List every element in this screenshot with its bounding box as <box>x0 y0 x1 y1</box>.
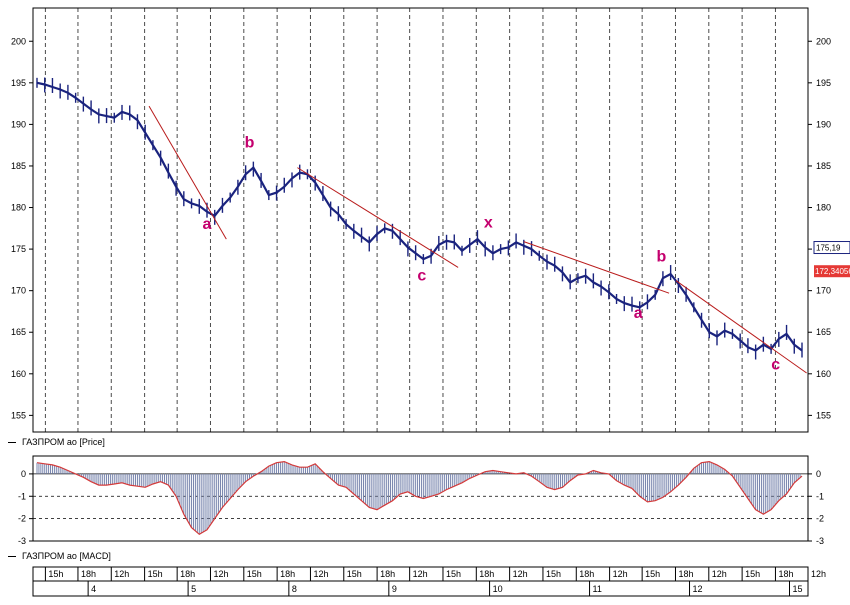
macd-signal-line <box>36 460 803 536</box>
time-axis-label: 18h <box>81 569 96 579</box>
price-legend: ГАЗПРОМ ао [Price] <box>8 437 105 447</box>
macd-panel-frame <box>32 455 809 542</box>
time-axis-label: 18h <box>579 569 594 579</box>
price-ytick-label-right: 200 <box>816 36 831 46</box>
time-axis-label: 15h <box>148 569 163 579</box>
time-axis-label: 12h <box>712 569 727 579</box>
wave-label: a <box>203 216 212 233</box>
time-axis-label: 15h <box>446 569 461 579</box>
price-ytick-label-left: 200 <box>11 36 26 46</box>
day-axis-label: 8 <box>292 584 297 594</box>
macd-ytick-label-right: -2 <box>816 514 824 524</box>
time-axis-label: 12h <box>413 569 428 579</box>
time-axis-label: 18h <box>678 569 693 579</box>
macd-ytick-label-left: 0 <box>21 469 26 479</box>
time-axis-label: 12h <box>313 569 328 579</box>
day-axis-label: 4 <box>91 584 96 594</box>
wave-label: b <box>245 135 255 152</box>
day-axis-label: 11 <box>593 584 602 594</box>
wave-label: c <box>771 357 780 374</box>
current-price-tag <box>814 265 850 278</box>
day-axis-label: 5 <box>191 584 196 594</box>
time-axis-label: 12h <box>811 569 826 579</box>
time-axis-label: 15h <box>745 569 760 579</box>
price-ytick-label-left: 155 <box>11 410 26 420</box>
trendline <box>523 241 670 294</box>
wave-label: a <box>634 305 643 322</box>
time-axis-label: 15h <box>546 569 561 579</box>
trendline <box>297 167 459 268</box>
last-price-tag <box>813 241 850 255</box>
time-axis-label: 18h <box>180 569 195 579</box>
price-ytick-label-left: 190 <box>11 119 26 129</box>
macd-ytick-label-left: -1 <box>18 491 26 501</box>
time-axis-label: 15h <box>347 569 362 579</box>
price-ytick-label-right: 190 <box>816 119 831 129</box>
price-ytick-label-left: 160 <box>11 369 26 379</box>
day-axis-label: 10 <box>493 584 503 594</box>
time-axis-label: 18h <box>479 569 494 579</box>
price-ytick-label-right: 180 <box>816 203 831 213</box>
time-axis-label: 12h <box>114 569 129 579</box>
last-price-value: 175,19 <box>816 244 841 253</box>
day-axis-label: 15 <box>793 584 803 594</box>
macd-ytick-label-right: 0 <box>816 469 821 479</box>
wave-label: b <box>656 249 666 266</box>
price-line <box>36 81 803 352</box>
time-axis-label: 18h <box>778 569 793 579</box>
price-legend-label: ГАЗПРОМ ао [Price] <box>22 437 105 447</box>
time-axis-label: 15h <box>48 569 63 579</box>
macd-legend: ГАЗПРОМ ао [MACD] <box>8 551 111 561</box>
price-ytick-label-left: 175 <box>11 244 26 254</box>
price-ytick-label-right: 160 <box>816 369 831 379</box>
time-axis-label: 18h <box>280 569 295 579</box>
wave-label: x <box>484 214 493 231</box>
macd-ytick-label-right: -3 <box>816 536 824 546</box>
price-ytick-label-left: 165 <box>11 327 26 337</box>
day-axis-label: 9 <box>392 584 397 594</box>
wave-label: c <box>417 268 426 285</box>
price-ytick-label-left: 185 <box>11 161 26 171</box>
price-ytick-label-right: 185 <box>816 161 831 171</box>
macd-ytick-label-left: -3 <box>18 536 26 546</box>
price-ytick-label-right: 165 <box>816 327 831 337</box>
trendline <box>148 105 227 240</box>
current-price-value: 172,34056 <box>815 267 850 276</box>
trendline <box>675 280 807 374</box>
time-axis-label: 12h <box>213 569 228 579</box>
price-ytick-label-left: 180 <box>11 203 26 213</box>
day-axis-label: 12 <box>693 584 703 594</box>
macd-legend-swatch <box>8 555 16 557</box>
time-axis-label: 12h <box>513 569 528 579</box>
time-axis-label: 12h <box>613 569 628 579</box>
macd-ytick-label-left: -2 <box>18 514 26 524</box>
price-ytick-label-left: 195 <box>11 78 26 88</box>
time-axis-label: 15h <box>645 569 660 579</box>
price-ytick-label-right: 170 <box>816 286 831 296</box>
time-axis-label: 15h <box>247 569 262 579</box>
price-panel-frame <box>32 7 809 433</box>
time-axis-label: 18h <box>380 569 395 579</box>
price-legend-swatch <box>8 441 16 443</box>
price-ytick-label-right: 155 <box>816 410 831 420</box>
price-ytick-label-right: 195 <box>816 78 831 88</box>
price-ytick-label-left: 170 <box>11 286 26 296</box>
macd-legend-label: ГАЗПРОМ ао [MACD] <box>22 551 111 561</box>
macd-ytick-label-right: -1 <box>816 491 824 501</box>
